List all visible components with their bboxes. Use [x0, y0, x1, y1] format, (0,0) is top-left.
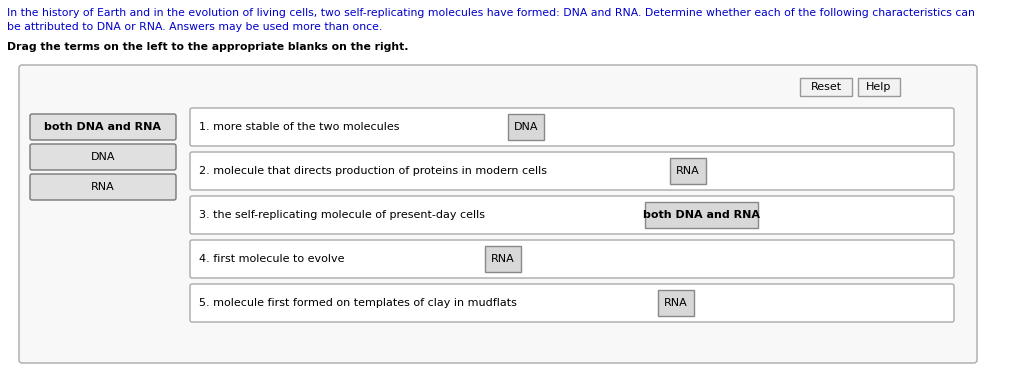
FancyBboxPatch shape	[858, 78, 900, 96]
Text: In the history of Earth and in the evolution of living cells, two self-replicati: In the history of Earth and in the evolu…	[7, 8, 975, 18]
Text: DNA: DNA	[91, 152, 116, 162]
Text: both DNA and RNA: both DNA and RNA	[44, 122, 162, 132]
FancyBboxPatch shape	[485, 246, 521, 272]
Text: be attributed to DNA or RNA. Answers may be used more than once.: be attributed to DNA or RNA. Answers may…	[7, 22, 382, 32]
FancyBboxPatch shape	[190, 152, 954, 190]
FancyBboxPatch shape	[30, 114, 176, 140]
Text: DNA: DNA	[514, 122, 539, 132]
Text: RNA: RNA	[665, 298, 688, 308]
FancyBboxPatch shape	[190, 284, 954, 322]
Text: 1. more stable of the two molecules: 1. more stable of the two molecules	[199, 122, 399, 132]
Text: both DNA and RNA: both DNA and RNA	[643, 210, 760, 220]
Text: 2. molecule that directs production of proteins in modern cells: 2. molecule that directs production of p…	[199, 166, 547, 176]
Text: RNA: RNA	[492, 254, 515, 264]
Text: 3. the self-replicating molecule of present-day cells: 3. the self-replicating molecule of pres…	[199, 210, 485, 220]
FancyBboxPatch shape	[800, 78, 852, 96]
Text: Drag the terms on the left to the appropriate blanks on the right.: Drag the terms on the left to the approp…	[7, 42, 409, 52]
Text: 4. first molecule to evolve: 4. first molecule to evolve	[199, 254, 344, 264]
FancyBboxPatch shape	[645, 202, 758, 228]
FancyBboxPatch shape	[30, 174, 176, 200]
FancyBboxPatch shape	[190, 108, 954, 146]
FancyBboxPatch shape	[30, 144, 176, 170]
Text: RNA: RNA	[91, 182, 115, 192]
FancyBboxPatch shape	[508, 114, 544, 140]
Text: 5. molecule first formed on templates of clay in mudflats: 5. molecule first formed on templates of…	[199, 298, 517, 308]
FancyBboxPatch shape	[19, 65, 977, 363]
FancyBboxPatch shape	[190, 196, 954, 234]
Text: RNA: RNA	[676, 166, 699, 176]
FancyBboxPatch shape	[670, 158, 706, 184]
FancyBboxPatch shape	[190, 240, 954, 278]
FancyBboxPatch shape	[658, 290, 694, 316]
Text: Help: Help	[866, 82, 892, 92]
Text: Reset: Reset	[810, 82, 842, 92]
